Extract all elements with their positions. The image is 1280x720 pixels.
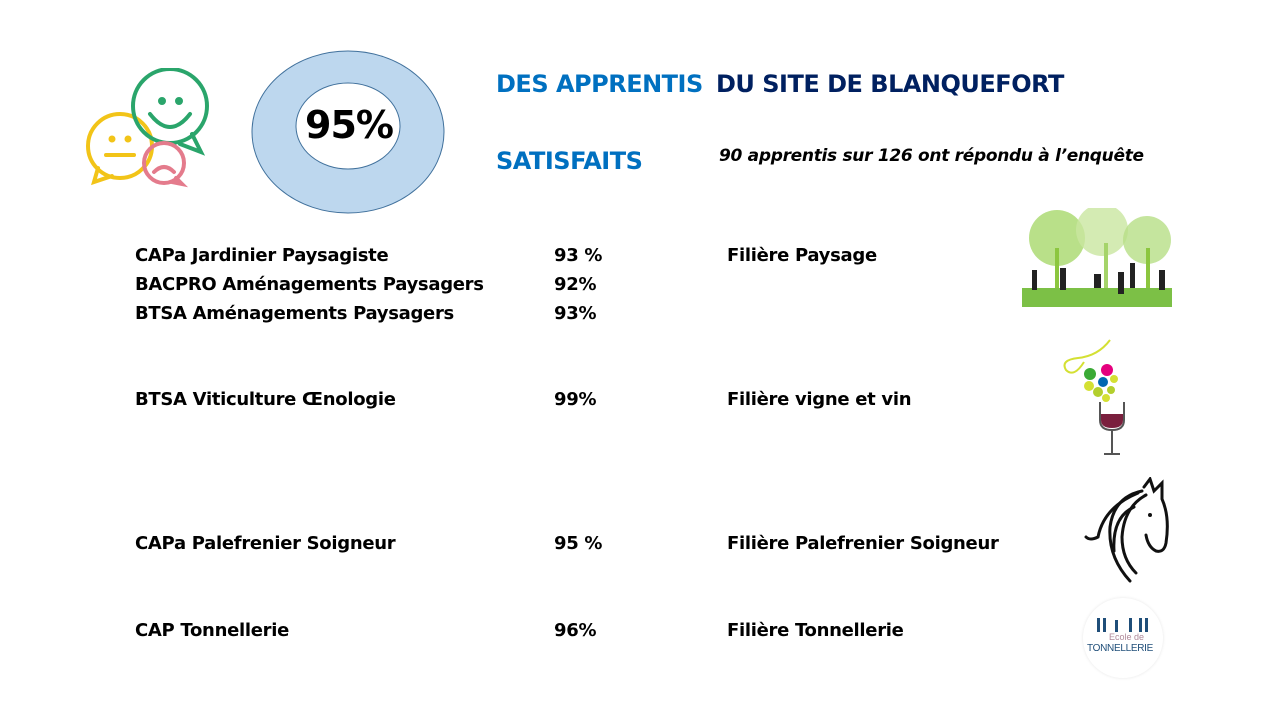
- formation-label: CAP Tonnellerie: [135, 620, 289, 641]
- title-part1: DES APPRENTIS: [496, 70, 703, 98]
- satisfaction-smileys-icon: [86, 68, 209, 188]
- formation-percent: 96%: [554, 620, 597, 641]
- survey-note: 90 apprentis sur 126 ont répondu à l’enq…: [719, 146, 1144, 166]
- horse-head-icon: [1084, 477, 1169, 583]
- formation-percent: 95 %: [554, 533, 603, 554]
- logo-line1: Ecole de: [1109, 632, 1145, 642]
- formation-label: BTSA Viticulture Œnologie: [135, 389, 396, 410]
- formation-percent: 93 %: [554, 245, 603, 266]
- wine-glass-icon: [1063, 339, 1125, 455]
- formation-label: CAPa Palefrenier Soigneur: [135, 533, 396, 554]
- subtitle: SATISFAITS: [496, 147, 643, 175]
- formation-percent: 92%: [554, 274, 597, 295]
- satisfaction-donut: [251, 50, 445, 214]
- logo-line2: TONNELLERIE: [1087, 643, 1153, 654]
- landscaping-icon: [1022, 208, 1172, 307]
- formation-label: BTSA Aménagements Paysagers: [135, 303, 454, 324]
- filiere-label: Filière Paysage: [727, 245, 877, 266]
- formation-label: CAPa Jardinier Paysagiste: [135, 245, 389, 266]
- formation-percent: 93%: [554, 303, 597, 324]
- filiere-label: Filière Palefrenier Soigneur: [727, 533, 999, 554]
- filiere-label: Filière Tonnellerie: [727, 620, 904, 641]
- filiere-label: Filière vigne et vin: [727, 389, 912, 410]
- formation-label: BACPRO Aménagements Paysagers: [135, 274, 484, 295]
- title-part2: DU SITE DE BLANQUEFORT: [716, 70, 1064, 98]
- overall-percent: 95%: [305, 103, 394, 147]
- tonnellerie-logo: Ecole de TONNELLERIE: [1083, 598, 1163, 678]
- formation-percent: 99%: [554, 389, 597, 410]
- barrel-staves-icon: [1097, 618, 1148, 632]
